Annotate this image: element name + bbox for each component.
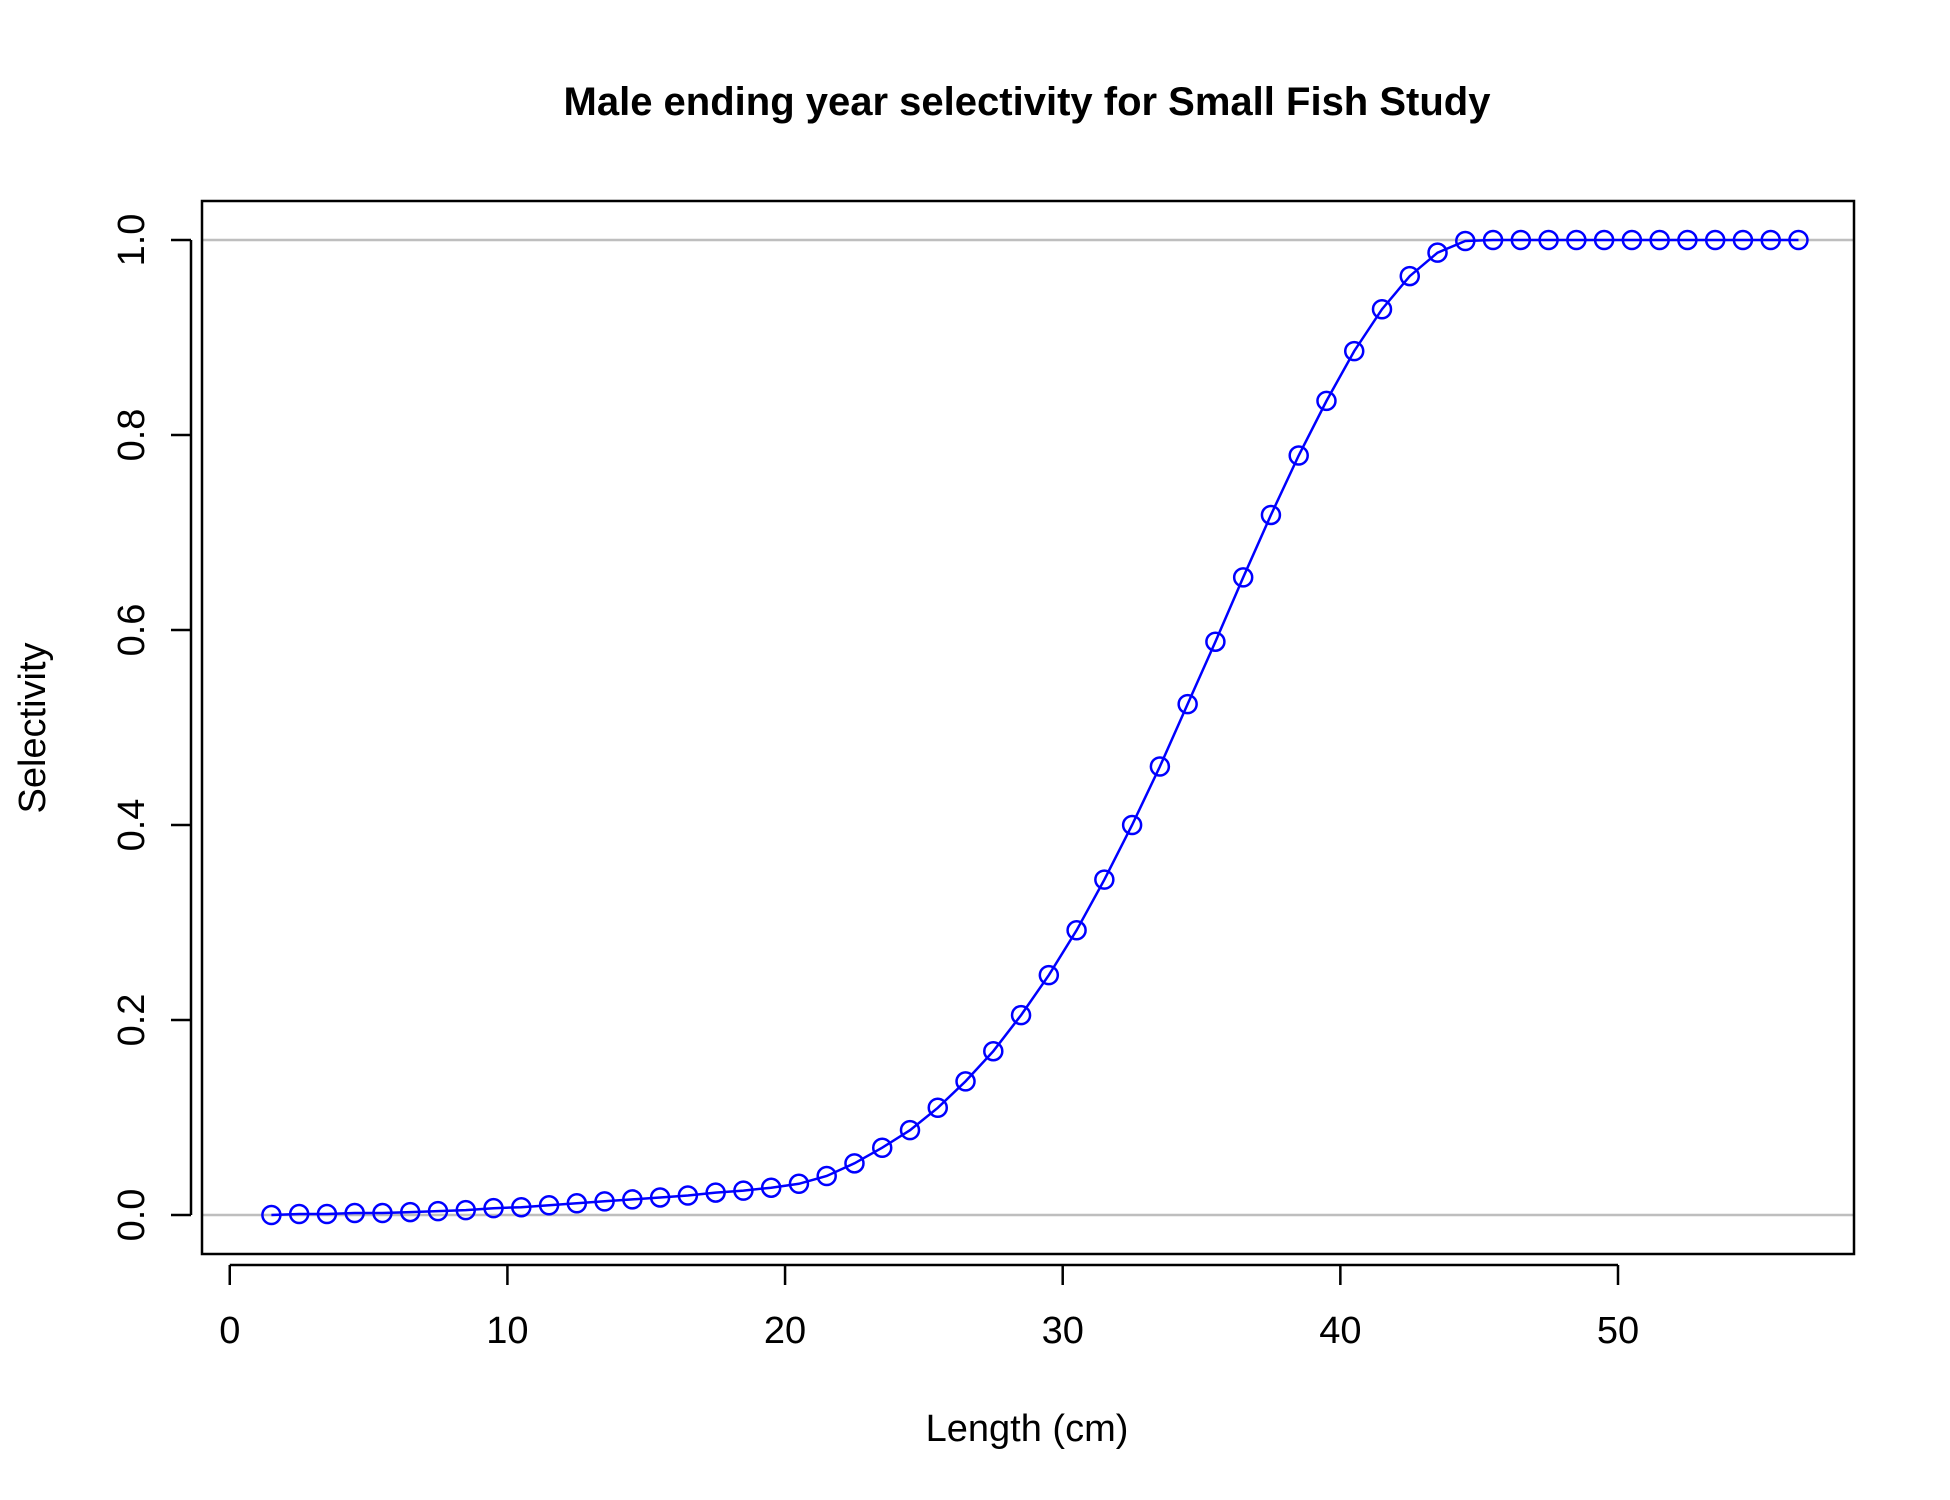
data-point [1288,445,1309,466]
data-point [899,1119,921,1141]
data-point [566,1193,588,1214]
x-axis: 0 10 20 30 40 50 [219,1263,1639,1352]
data-point [760,1177,782,1198]
reference-lines [202,238,1854,1217]
x-tick-label: 20 [764,1310,806,1352]
data-point [677,1185,699,1206]
x-tick-label: 50 [1597,1310,1639,1352]
data-point [1371,298,1393,320]
x-tick-label: 10 [486,1310,528,1352]
data-point [372,1202,393,1224]
data-point [1260,504,1282,526]
data-point [871,1137,893,1158]
data-point [1455,230,1476,252]
data-point [1760,229,1781,251]
data-point [1538,229,1559,251]
data-point [1510,229,1532,251]
y-tick-label: 1.0 [111,214,153,267]
x-tick-label: 0 [219,1310,240,1352]
data-point [1593,229,1615,251]
data-point [1177,693,1198,715]
data-point [1149,756,1171,777]
data-point [1482,229,1504,251]
data-point [955,1071,976,1092]
data-point [1232,567,1254,588]
y-axis: 0.0 0.2 0.4 0.6 0.8 1.0 [111,214,193,1242]
data-point [622,1189,643,1210]
data-point [261,1204,282,1226]
data-point [983,1040,1004,1062]
data-point [1399,265,1421,287]
y-tick-label: 0.6 [111,604,153,657]
data-point [1010,1004,1032,1026]
chart-title: Male ending year selectivity for Small F… [564,80,1492,124]
data-point [594,1191,615,1212]
data-point [816,1165,837,1187]
data-point [1649,229,1670,251]
data-point [1704,229,1726,251]
data-point [1121,814,1143,836]
series-layer [261,229,1809,1226]
data-point [288,1203,310,1225]
data-point [455,1199,477,1221]
data-point [427,1200,449,1222]
y-tick-label: 0.2 [111,994,153,1047]
data-point [705,1182,726,1203]
data-point [1427,242,1448,263]
x-tick-label: 40 [1319,1310,1361,1352]
series-line [271,238,1799,1217]
data-point [1621,229,1643,251]
x-axis-label: Length (cm) [926,1408,1129,1450]
data-point [733,1180,754,1201]
data-point [844,1153,865,1174]
data-point [344,1202,365,1224]
plot-frame [200,199,1856,1256]
y-tick-label: 0.8 [111,409,153,462]
data-point [1566,229,1587,251]
y-axis-label: Selectivity [12,642,54,813]
data-point [316,1203,338,1225]
y-tick-label: 0.4 [111,799,153,852]
data-point [788,1173,810,1195]
y-tick-label: 0.0 [111,1189,153,1242]
data-point [399,1201,421,1223]
data-point [1677,229,1698,251]
data-point [1343,340,1365,362]
data-point [927,1097,949,1118]
data-point [511,1196,532,1218]
data-point [649,1187,671,1208]
data-point [483,1197,504,1219]
data-point [1205,631,1226,652]
data-point [538,1195,560,1216]
data-point [1066,920,1087,941]
data-point [1316,390,1337,412]
data-point [1094,869,1115,890]
data-point [1038,964,1060,986]
x-tick-label: 30 [1042,1310,1084,1352]
data-point [1732,229,1754,251]
data-point [1788,229,1809,251]
